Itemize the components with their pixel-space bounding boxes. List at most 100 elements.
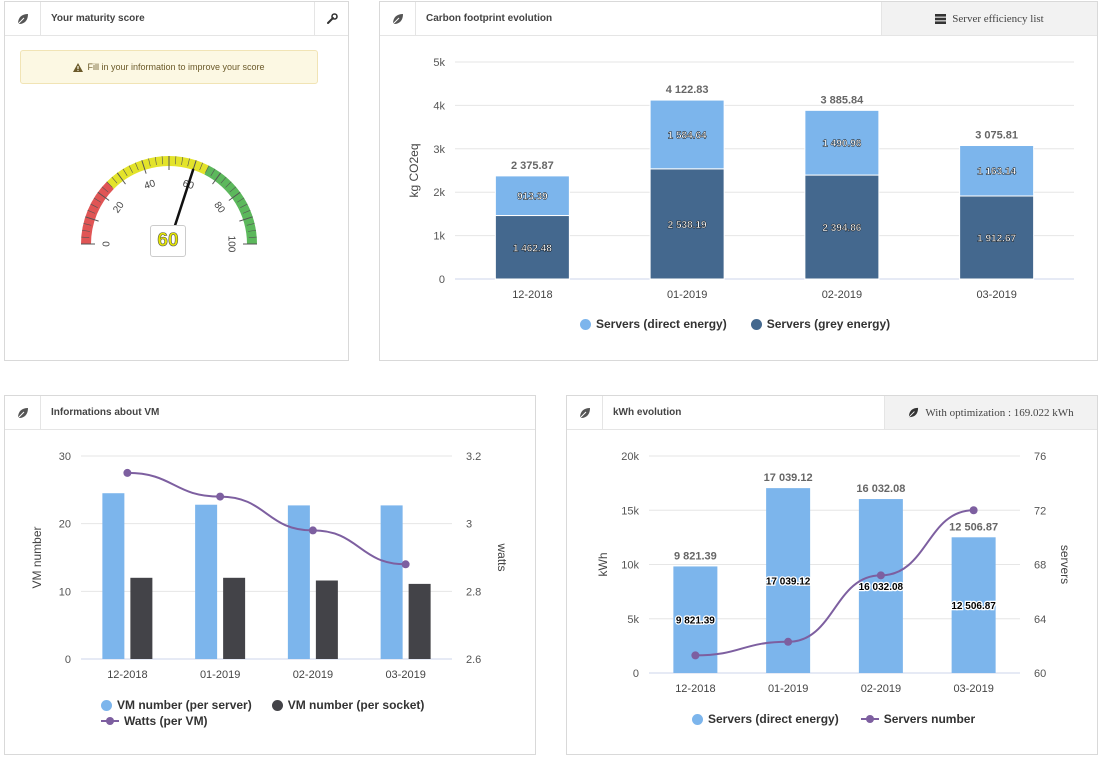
vm-title: Informations about VM [51,407,160,418]
kwh-header: kWh evolution With optimization : 169.02… [567,396,1097,430]
kwh-panel: kWh evolution With optimization : 169.02… [566,395,1098,755]
gauge-tick [242,210,251,214]
y-tick-label: 0 [439,274,445,286]
x-tick-label: 02-2019 [822,289,862,301]
watts-point [308,526,317,535]
gauge-tick [85,216,99,222]
leaf-icon [380,2,416,35]
bar [315,580,338,659]
bar-total-label: 3 075.81 [975,130,1018,142]
carbon-panel: Carbon footprint evolution Server effici… [379,1,1098,361]
bar-segment [804,109,880,176]
gauge-tick [239,216,253,222]
bar-data-label: 913.39 [517,192,548,203]
gauge-tick [83,223,92,226]
leaf-icon [908,407,919,418]
maturity-gauge: 020406080100 [81,156,257,253]
bar-data-label: 1 163.14 [977,167,1016,178]
server-list-icon [935,13,947,24]
gauge-tick [220,176,227,184]
bar-total-label: 2 375.87 [511,160,554,172]
x-tick-label: 02-2019 [861,683,901,695]
gauge-tick [154,157,157,166]
legend-watts-per-vm[interactable]: Watts (per VM) [101,714,208,728]
y2-tick-label: 60 [1034,668,1046,680]
carbon-legend: Servers (direct energy) Servers (grey en… [580,317,890,331]
kwh-chart: 0 5k 10k 15k 20k kWh 60 64 68 72 76 servers 12-2018 0… [596,451,1072,695]
y2-tick-label: 68 [1034,560,1046,572]
leaf-icon [567,396,603,429]
gauge-tick [248,236,257,239]
gauge-tick [225,181,232,188]
bar-data-label: 1 462.48 [513,243,552,254]
gauge-tick [205,165,210,173]
gauge-tick [174,156,177,165]
bar-segment [959,195,1035,280]
y2-tick-label: 76 [1034,451,1046,463]
gauge-tick [237,197,245,203]
gauge-tick [101,186,109,193]
bar-data-label: 2 538.19 [668,220,707,231]
x-tick-label: 01-2019 [768,683,808,695]
gauge-tick [229,186,237,193]
server-efficiency-button[interactable]: Server efficiency list [881,2,1097,35]
carbon-title: Carbon footprint evolution [426,13,553,24]
x-tick-label: 12-2018 [512,289,552,301]
gauge-tick [87,210,96,214]
gauge-tick [116,172,126,185]
legend-direct-energy[interactable]: Servers (direct energy) [580,317,727,331]
gauge-tick-label: 80 [211,200,227,216]
y2-tick-label: 2.8 [466,586,481,598]
y-tick-label: 10k [621,560,639,572]
bar-total-label: 12 506.87 [949,521,998,533]
bar [858,499,903,673]
x-tick-label: 03-2019 [953,683,993,695]
gauge-tick [128,165,133,173]
bar-segment [649,99,725,170]
bar [380,505,403,659]
x-tick-label: 02-2019 [293,669,333,681]
vm-panel: Informations about VM 0 10 20 30 VM number 2.… [4,395,536,755]
bar-data-label: 9 821.39 [676,616,715,627]
warning-icon [73,62,84,72]
wrench-icon[interactable] [314,2,348,35]
maturity-score: 60 [150,225,186,257]
servers-point [691,651,700,660]
gauge-tick [141,160,147,174]
legend-grey-energy[interactable]: Servers (grey energy) [750,317,890,331]
gauge-tick [246,223,255,226]
legend-vm-per-socket[interactable]: VM number (per socket) [271,698,424,712]
bar-data-label: 17 039.12 [766,577,811,588]
legend-servers-number[interactable]: Servers number [860,712,975,726]
kwh-legend: Servers (direct energy) Servers number [692,712,975,726]
gauge-tick [93,197,101,203]
gauge-tick [106,181,113,188]
watts-line [127,471,406,566]
maturity-alert: Fill in your information to improve your… [20,50,318,84]
y-tick-label: 0 [65,654,71,666]
y2-axis-label: watts [495,542,509,571]
legend-vm-per-server[interactable]: VM number (per server) [101,698,252,712]
maturity-alert-text: Fill in your information to improve your… [87,62,265,72]
server-efficiency-label: Server efficiency list [952,12,1044,25]
x-tick-label: 12-2018 [675,683,715,695]
bar [951,537,996,673]
watts-point [123,468,132,477]
y-tick-label: 0 [633,668,639,680]
gauge-band-yellow [106,156,209,189]
gauge-tick-label: 100 [225,236,236,253]
maturity-header: Your maturity score [5,2,348,36]
x-tick-label: 03-2019 [976,289,1016,301]
legend-kwh-direct-energy[interactable]: Servers (direct energy) [692,712,839,726]
x-tick-label: 01-2019 [667,289,707,301]
servers-point [969,506,978,515]
y-tick-label: 3k [433,144,445,156]
watts-point [401,560,410,569]
bar-data-label: 12 506.87 [951,601,996,612]
bar-segment [494,175,570,217]
y-axis-label: kWh [596,553,610,577]
y2-tick-label: 72 [1034,505,1046,517]
optimization-button[interactable]: With optimization : 169.022 kWh [884,396,1097,429]
gauge-tick [135,162,139,171]
gauge-tick [247,229,256,232]
